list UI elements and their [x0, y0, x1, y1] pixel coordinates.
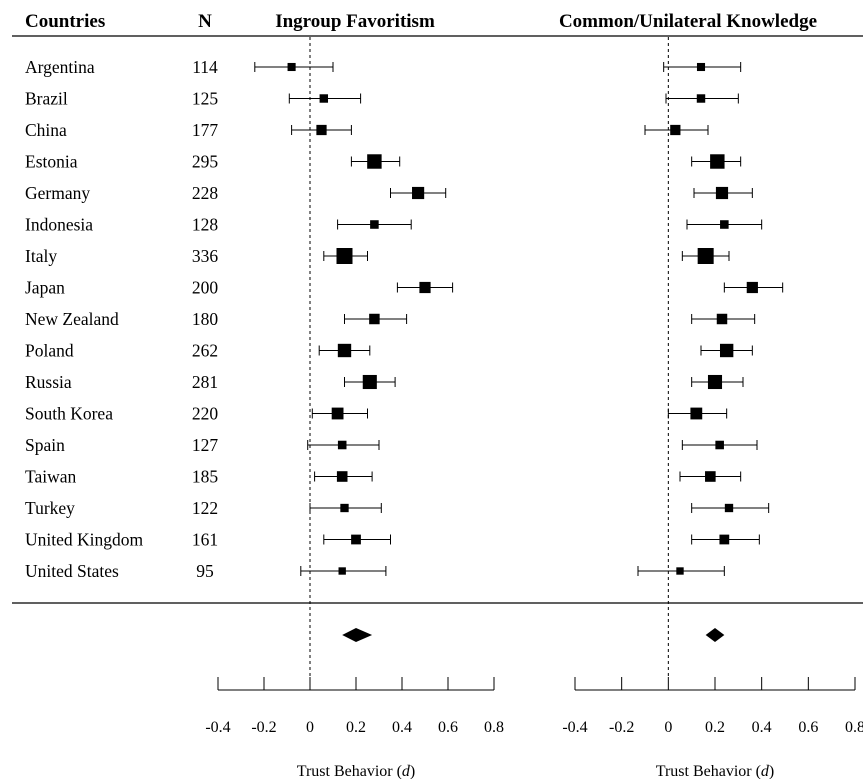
point-estimate [697, 94, 705, 102]
country-label: Japan [25, 278, 65, 298]
point-estimate [316, 125, 326, 135]
country-label: Indonesia [25, 215, 93, 235]
point-estimate [370, 220, 379, 229]
n-label: 228 [192, 183, 219, 203]
x-tick-label: 0.8 [484, 719, 504, 736]
header-common-unilateral-knowledge: Common/Unilateral Knowledge [559, 11, 817, 32]
n-label: 127 [192, 435, 219, 455]
point-estimate [719, 535, 729, 545]
country-label: China [25, 120, 67, 140]
point-estimate [747, 282, 758, 293]
n-label: 336 [192, 246, 219, 266]
x-axis-label: Trust Behavior (d) [656, 763, 775, 779]
n-label: 262 [192, 341, 218, 361]
x-tick-label: 0.2 [705, 719, 725, 736]
x-tick-label: 0.2 [346, 719, 366, 736]
point-estimate [717, 314, 727, 324]
point-estimate [288, 63, 296, 71]
x-tick-label: -0.4 [562, 719, 587, 736]
n-label: 177 [192, 120, 219, 140]
x-tick-label: 0.6 [798, 719, 818, 736]
point-estimate [339, 567, 346, 574]
n-label: 281 [192, 372, 218, 392]
x-axis-label: Trust Behavior (d) [297, 763, 416, 779]
point-estimate [697, 63, 705, 71]
n-label: 122 [192, 498, 218, 518]
header-ingroup-favoritism: Ingroup Favoritism [275, 11, 435, 32]
pooled-estimate-diamond [342, 628, 372, 642]
point-estimate [710, 154, 724, 168]
country-label: Turkey [25, 498, 75, 518]
country-rows: Argentina 114 Brazil 125 China 177 Estonia 295 G… [25, 57, 218, 581]
point-estimate [332, 408, 344, 420]
country-label: Poland [25, 341, 74, 361]
country-label: South Korea [25, 404, 113, 424]
n-label: 95 [196, 561, 214, 581]
n-label: 295 [192, 152, 219, 172]
point-estimate [698, 248, 714, 264]
n-label: 125 [192, 89, 219, 109]
point-estimate [337, 248, 353, 264]
x-tick-label: 0.4 [752, 719, 772, 736]
panel-ingroup-favoritism: -0.4 -0.2 0 0.2 0.4 0.6 0.8 Trust Behavior (d) [205, 37, 504, 779]
x-tick-label: 0.4 [392, 719, 412, 736]
point-estimate [716, 187, 728, 199]
country-label: Germany [25, 183, 90, 203]
point-estimate [320, 94, 328, 102]
point-estimate [676, 567, 683, 574]
country-label: Estonia [25, 152, 78, 172]
n-label: 200 [192, 278, 219, 298]
n-label: 114 [192, 57, 218, 77]
point-estimate [715, 441, 724, 450]
country-label: United States [25, 561, 119, 581]
country-label: Italy [25, 246, 57, 266]
point-estimate [720, 344, 733, 357]
point-estimate [338, 441, 347, 450]
x-tick-label: -0.2 [251, 719, 276, 736]
panel-common-unilateral-knowledge: -0.4 -0.2 0 0.2 0.4 0.6 0.8 Trust Behavior (d) [562, 37, 863, 779]
point-estimate [690, 408, 702, 420]
x-tick-label: -0.4 [205, 719, 230, 736]
x-tick-label: 0.6 [438, 719, 458, 736]
x-tick-label: -0.2 [609, 719, 634, 736]
header-countries: Countries [25, 11, 105, 32]
point-estimate [708, 375, 722, 389]
country-label: Spain [25, 435, 65, 455]
point-estimate [351, 535, 361, 545]
point-estimate [705, 471, 716, 482]
point-estimate [337, 471, 348, 482]
country-label: Russia [25, 372, 72, 392]
country-label: Argentina [25, 57, 95, 77]
x-tick-label: 0 [664, 719, 672, 736]
n-label: 185 [192, 467, 219, 487]
n-label: 128 [192, 215, 219, 235]
n-label: 220 [192, 404, 219, 424]
point-estimate [340, 504, 348, 512]
point-estimate [412, 187, 424, 199]
country-label: New Zealand [25, 309, 119, 329]
header-n: N [198, 11, 212, 32]
pooled-estimate-diamond [706, 628, 725, 642]
n-label: 161 [192, 530, 218, 550]
country-label: United Kingdom [25, 530, 144, 550]
point-estimate [670, 125, 680, 135]
point-estimate [725, 504, 733, 512]
point-estimate [338, 344, 351, 357]
x-tick-label: 0 [306, 719, 314, 736]
country-label: Taiwan [25, 467, 77, 487]
point-estimate [720, 220, 729, 229]
point-estimate [367, 154, 381, 168]
x-tick-label: 0.8 [845, 719, 863, 736]
n-label: 180 [192, 309, 219, 329]
country-label: Brazil [25, 89, 68, 109]
point-estimate [419, 282, 430, 293]
point-estimate [369, 314, 379, 324]
point-estimate [363, 375, 377, 389]
